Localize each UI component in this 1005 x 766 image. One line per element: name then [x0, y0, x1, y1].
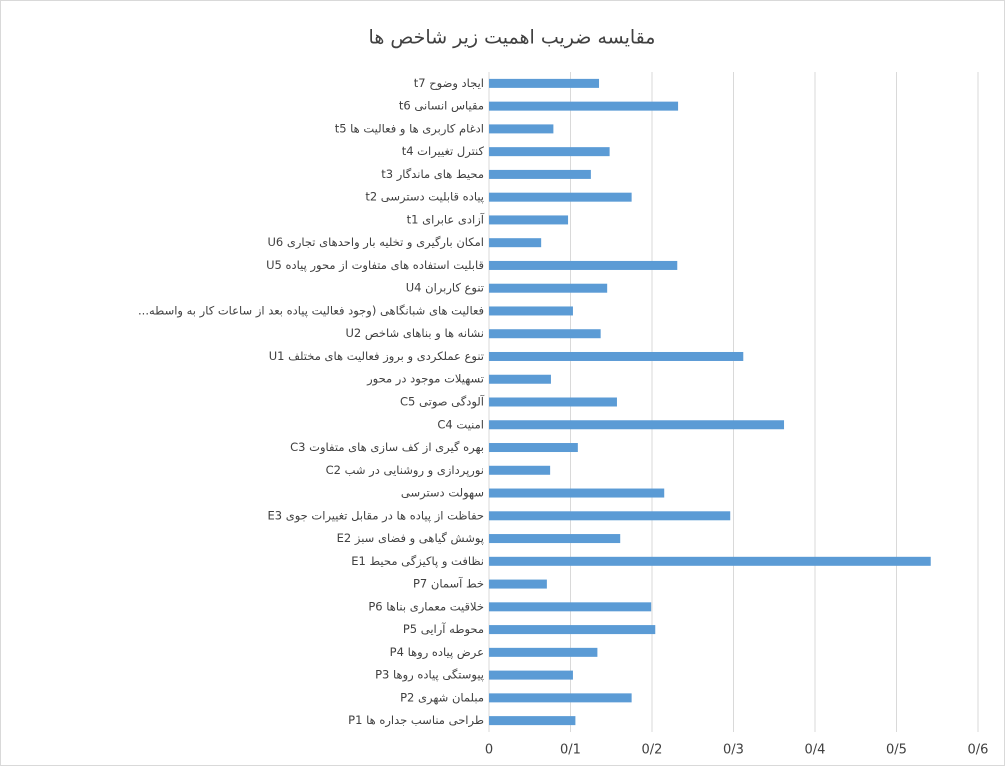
x-tick-label: 0/6: [968, 743, 989, 758]
bar: [489, 374, 551, 384]
bar: [489, 169, 591, 179]
bar: [489, 602, 652, 612]
y-tick-label: خط آسمان P7: [413, 577, 484, 591]
bar: [489, 511, 731, 521]
bar: [489, 420, 785, 430]
y-tick-label: پیوستگی پیاده روها P3: [375, 668, 484, 683]
y-tick-label: محیط های ماندگار t3: [381, 167, 484, 182]
bar: [489, 147, 610, 157]
x-tick-label: 0: [485, 743, 493, 758]
bar: [489, 625, 656, 635]
bar: [489, 351, 744, 361]
y-tick-label: سهولت دسترسی: [401, 486, 484, 501]
y-tick-label: تنوع کاربران U4: [406, 281, 484, 296]
bar: [489, 670, 573, 680]
y-tick-label: امکان بارگیری و تخلیه بار واحدهای تجاری …: [267, 235, 484, 250]
bar: [489, 647, 598, 657]
x-tick-label: 0/4: [805, 743, 826, 758]
y-tick-label: آزادی عابرای t1: [407, 212, 485, 227]
bar: [489, 78, 600, 88]
y-tick-label: مقیاس انسانی t6: [399, 99, 484, 114]
y-tick-label: تسهیلات موجود در محور: [366, 372, 484, 387]
y-tick-label: نورپردازی و روشنایی در شب C2: [326, 463, 484, 478]
x-tick-label: 0/5: [886, 743, 907, 758]
y-tick-label: خلاقیت معماری بناها P6: [368, 599, 484, 614]
y-tick-label: فعالیت های شبانگاهی (وجود فعالیت پیاده ب…: [138, 303, 484, 318]
bar: [489, 192, 632, 202]
y-tick-label: مبلمان شهری P2: [400, 690, 484, 705]
x-tick-label: 0/1: [560, 743, 581, 758]
y-tick-label: نشانه ها و بناهای شاخص U2: [345, 326, 484, 341]
y-tick-label: کنترل تغییرات t4: [402, 144, 485, 159]
x-tick-label: 0/3: [723, 743, 744, 758]
bar: [489, 556, 931, 566]
x-tick-label: 0/2: [642, 743, 663, 758]
y-tick-label: بهره گیری از کف سازی های متفاوت C3: [290, 440, 484, 455]
bar: [489, 465, 551, 475]
y-tick-label: تنوع عملکردی و بروز فعالیت های مختلف U1: [269, 349, 484, 364]
y-tick-label: عرض پیاده روها P4: [390, 645, 484, 660]
bar: [489, 283, 608, 293]
y-tick-label: حفاظت از پیاده ها در مقابل تغییرات جوی E…: [267, 508, 484, 523]
y-tick-label: نظافت و پاکیزگی محیط E1: [351, 554, 484, 569]
bar: [489, 260, 678, 270]
y-tick-label: پیاده قابلیت دسترسی t2: [365, 190, 484, 205]
chart-title: مقایسه ضریب اهمیت زیر شاخص ها: [369, 27, 656, 49]
y-tick-label: ایجاد وضوح t7: [414, 76, 484, 91]
bar: [489, 579, 547, 589]
bar: [489, 534, 621, 544]
bar: [489, 124, 554, 134]
bar: [489, 488, 665, 498]
bar: [489, 238, 542, 248]
bar: [489, 215, 569, 225]
bar: [489, 443, 578, 453]
y-tick-label: امنیت C4: [437, 417, 484, 431]
y-tick-label: آلودگی صوتی C5: [400, 395, 485, 410]
bar: [489, 397, 617, 407]
bar: [489, 101, 679, 111]
y-tick-label: قابلیت استفاده های متفاوت از محور پیاده …: [266, 258, 484, 273]
y-tick-label: پوشش گیاهی و فضای سبز E2: [337, 531, 484, 546]
y-tick-label: طراحی مناسب جداره ها P1: [348, 713, 484, 728]
bar: [489, 306, 573, 316]
y-tick-label: محوطه آرایی P5: [403, 622, 484, 637]
bar: [489, 716, 576, 726]
y-tick-label: ادغام کاربری ها و فعالیت ها t5: [335, 121, 484, 136]
bar: [489, 693, 632, 703]
bar: [489, 329, 601, 339]
